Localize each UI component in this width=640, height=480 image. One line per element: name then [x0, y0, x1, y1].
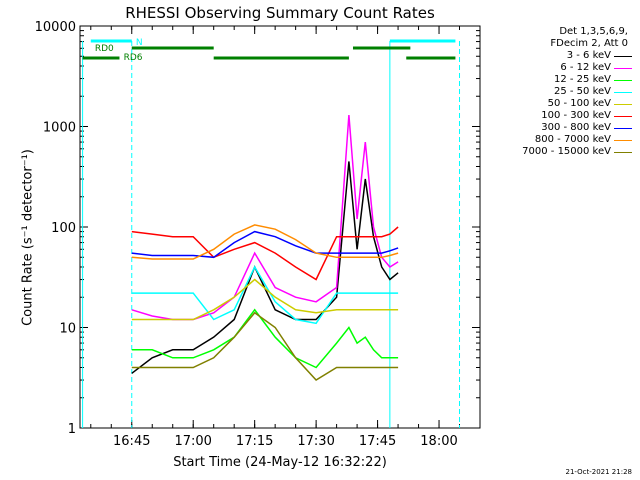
legend-entry: 3 - 6 keV [486, 50, 632, 62]
x-tick-label: 16:45 [113, 434, 150, 449]
legend-label: 100 - 300 keV [541, 110, 611, 121]
legend-label: 300 - 800 keV [541, 122, 611, 133]
legend-label: 50 - 100 keV [547, 98, 611, 109]
x-tick-label: 17:15 [236, 434, 273, 449]
x-axis-label: Start Time (24-May-12 16:32:22) [173, 455, 387, 470]
legend-entry: 7000 - 15000 keV [486, 146, 632, 158]
legend-entry: 25 - 50 keV [486, 86, 632, 98]
y-tick-label: 10000 [35, 20, 76, 35]
y-tick-label: 10 [59, 322, 76, 337]
legend-swatch [614, 79, 632, 81]
legend-entry: 12 - 25 keV [486, 74, 632, 86]
series-line-7 [131, 224, 399, 260]
legend-swatch [614, 67, 632, 69]
x-tick-label: 17:00 [174, 434, 211, 449]
chart-title: RHESSI Observing Summary Count Rates [125, 4, 435, 22]
legend-header-line-1: Det 1,3,5,6,9, [559, 26, 628, 37]
legend-label: 800 - 7000 keV [534, 134, 611, 145]
legend-label: 12 - 25 keV [553, 74, 611, 85]
x-tick-label: 17:30 [297, 434, 334, 449]
annotation-rd6: RD6 [124, 53, 143, 63]
legend-label: 6 - 12 keV [560, 62, 611, 73]
legend-header-line-2: FDecim 2, Att 0 [550, 38, 628, 49]
series-line-4 [131, 278, 399, 321]
legend-swatch [614, 91, 632, 93]
x-tick-label: 17:45 [359, 434, 396, 449]
legend-label: 3 - 6 keV [566, 50, 611, 61]
annotation-rd0: RD0 [95, 44, 114, 54]
legend-entry: 50 - 100 keV [486, 98, 632, 110]
legend-swatch [614, 139, 632, 141]
series-line-6 [131, 230, 399, 259]
legend-label: 25 - 50 keV [553, 86, 611, 97]
y-axis-label: Count Rate (s⁻¹ detector⁻¹) [20, 149, 36, 326]
footer-timestamp: 21-Oct-2021 21:28 [565, 468, 632, 476]
legend-entry: 6 - 12 keV [486, 62, 632, 74]
y-tick-label: 1000 [43, 121, 76, 136]
series-line-2 [131, 308, 399, 369]
legend: Det 1,3,5,6,9, FDecim 2, Att 0 3 - 6 keV… [486, 26, 632, 158]
legend-entry: 100 - 300 keV [486, 110, 632, 122]
legend-swatch [614, 115, 632, 117]
series-line-0 [131, 161, 399, 374]
legend-entry: 800 - 7000 keV [486, 134, 632, 146]
legend-label: 7000 - 15000 keV [522, 146, 611, 157]
y-tick-label: 100 [51, 221, 76, 236]
legend-swatch [614, 55, 632, 57]
series-line-3 [131, 265, 399, 325]
legend-entry: 300 - 800 keV [486, 122, 632, 134]
legend-swatch [614, 151, 632, 153]
x-tick-label: 18:00 [420, 434, 457, 449]
annotation-n: N [136, 38, 143, 48]
y-tick-label: 1 [68, 422, 76, 437]
legend-swatch [614, 127, 632, 129]
series-line-5 [131, 226, 399, 281]
legend-swatch [614, 103, 632, 105]
series-line-8 [131, 311, 399, 381]
